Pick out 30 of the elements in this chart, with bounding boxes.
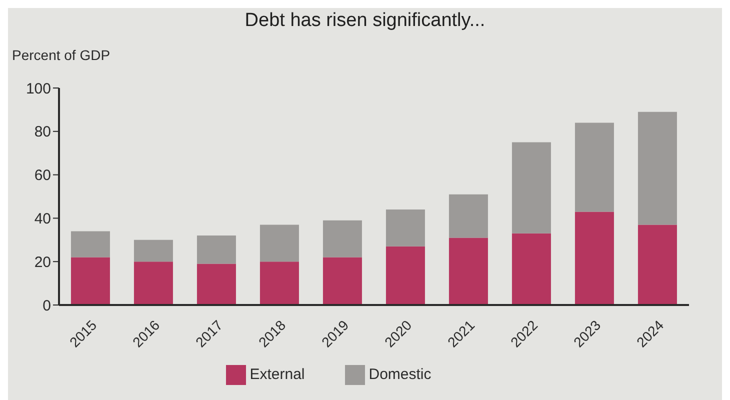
bar bbox=[574, 122, 614, 212]
y-tick-label: 0 bbox=[42, 297, 51, 314]
bar bbox=[260, 224, 299, 262]
y-tick-label: 20 bbox=[34, 254, 51, 271]
legend-label: Domestic bbox=[368, 366, 432, 383]
legend-label: External bbox=[250, 366, 305, 383]
bar bbox=[638, 224, 677, 305]
chart-title: Debt has risen significantly... bbox=[244, 9, 486, 33]
bar bbox=[322, 257, 362, 305]
bar bbox=[574, 212, 614, 305]
bar bbox=[386, 246, 425, 305]
bar bbox=[196, 236, 236, 264]
bar bbox=[196, 264, 236, 305]
bar bbox=[260, 262, 299, 305]
y-tick-label: 60 bbox=[34, 167, 51, 184]
y-tick-label: 80 bbox=[34, 124, 51, 141]
y-axis-title: Percent of GDP bbox=[12, 46, 110, 64]
bar bbox=[448, 194, 488, 238]
y-tick-label: 40 bbox=[34, 210, 51, 228]
bar bbox=[448, 238, 488, 305]
bar bbox=[386, 210, 425, 246]
bar bbox=[70, 231, 110, 258]
bar bbox=[512, 233, 551, 305]
bar bbox=[638, 112, 677, 225]
bar bbox=[70, 257, 110, 305]
bar bbox=[322, 220, 362, 258]
bar bbox=[134, 240, 173, 262]
bar bbox=[512, 142, 551, 234]
y-tick-label: 100 bbox=[26, 80, 51, 98]
bar bbox=[134, 262, 173, 305]
